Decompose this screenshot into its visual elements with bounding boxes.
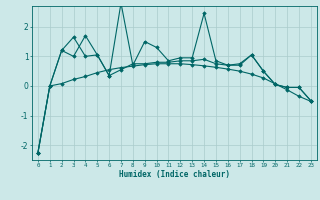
X-axis label: Humidex (Indice chaleur): Humidex (Indice chaleur): [119, 170, 230, 179]
